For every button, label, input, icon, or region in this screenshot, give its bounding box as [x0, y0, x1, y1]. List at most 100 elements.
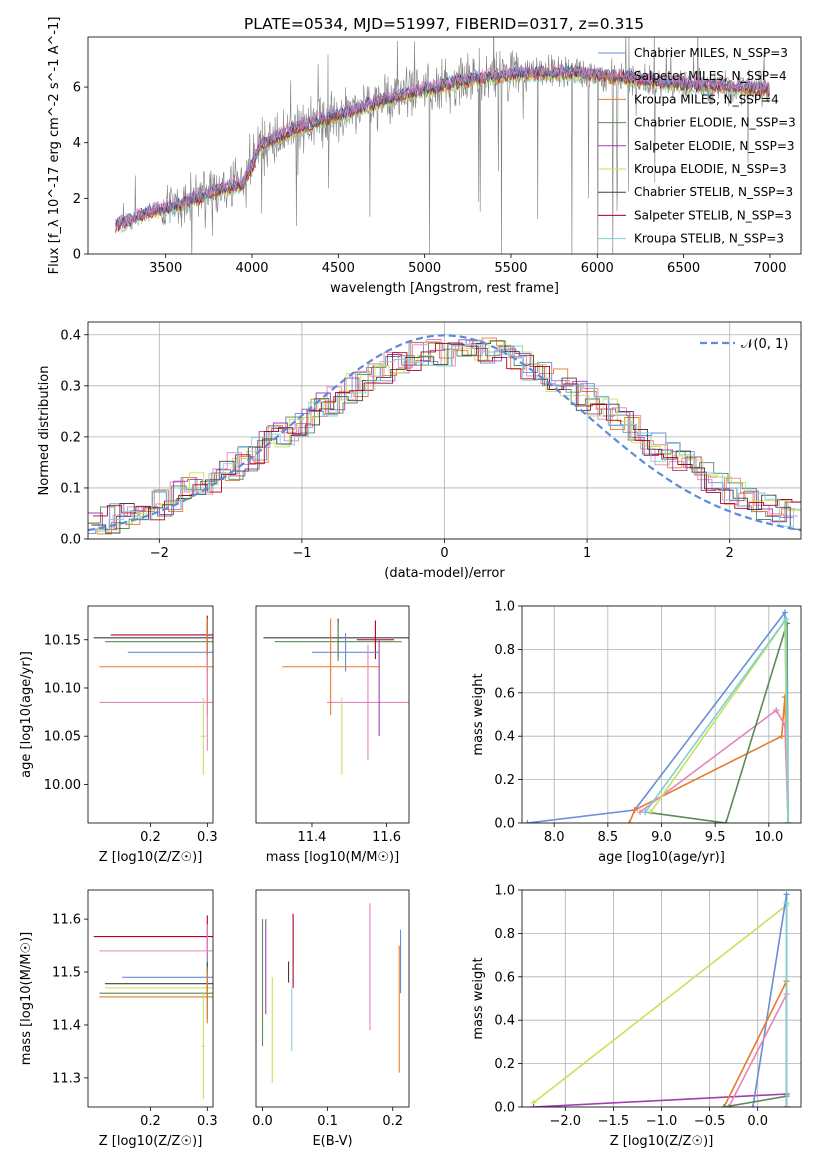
axes-frame — [87, 36, 802, 255]
plot-area — [93, 615, 213, 775]
panel-mass-vs-Z: 0.2 0.3 11.3 11.4 11.5 11.6 Z [log10(Z/Z☉)] mas… — [19, 889, 218, 1149]
y-tick-label: 6 — [73, 81, 81, 96]
x-tick-label: 9.5 — [705, 830, 726, 845]
y-tick-label: 0.6 — [494, 686, 515, 701]
x-tick-label: 8.5 — [598, 830, 619, 845]
weight-marker — [524, 820, 531, 823]
histogram-c7 — [91, 340, 801, 534]
legend-label: Kroupa MILES, N_SSP=4 — [634, 92, 779, 106]
y-tick-label: 0.4 — [494, 730, 515, 745]
y-tick-label: 1.0 — [494, 600, 515, 615]
x-tick-label: −1.5 — [598, 1114, 630, 1129]
panel-spectrum: 3500 4000 4500 5000 5500 6000 6500 7000 0 2 4 6 wave… — [47, 17, 802, 296]
legend-label: Kroupa ELODIE, N_SSP=3 — [634, 162, 787, 176]
y-tick-label: 2 — [73, 192, 81, 207]
legend-label: Salpeter ELODIE, N_SSP=3 — [634, 139, 795, 153]
x-tick-label: 10.0 — [754, 830, 783, 845]
plot-area — [261, 903, 402, 1084]
y-tick-label: 0.4 — [60, 328, 81, 343]
weight-marker — [721, 1104, 728, 1107]
plot-area — [115, 37, 771, 254]
y-tick-label: 0 — [73, 248, 81, 263]
y-tick-label: 0.0 — [494, 817, 515, 832]
x-tick-label: −1.0 — [646, 1114, 678, 1129]
plot-area — [88, 334, 801, 535]
weight-marker — [637, 809, 644, 816]
y-axis-label: Normed distribution — [37, 366, 52, 496]
y-tick-label: 11.6 — [52, 913, 81, 928]
y-axis-label: mass [log10(M/M☉)] — [19, 932, 34, 1065]
axes-frame — [87, 889, 214, 1108]
x-axis-label: wavelength [Angstrom, rest frame] — [330, 281, 559, 296]
legend-label: Chabrier MILES, N_SSP=3 — [634, 46, 788, 60]
x-tick-label: 3500 — [149, 261, 182, 276]
weight-marker — [773, 707, 780, 714]
panel-age-vs-mass: 11.4 11.6 mass [log10(M/M☉)] — [255, 605, 410, 865]
plot-area — [524, 609, 792, 823]
axes-frame — [87, 321, 802, 540]
histogram-c6 — [89, 339, 801, 531]
x-tick-label: 1 — [583, 546, 591, 561]
plot-area — [93, 915, 213, 1100]
plot-area — [263, 618, 409, 775]
x-axis-label: mass [log10(M/M☉)] — [266, 850, 399, 865]
x-axis-label: Z [log10(Z/Z☉)] — [99, 850, 203, 865]
axes-frame — [255, 605, 410, 824]
x-axis-label: age [log10(age/yr)] — [598, 850, 725, 865]
y-tick-label: 0.0 — [60, 533, 81, 548]
y-tick-label: 0.4 — [494, 1014, 515, 1029]
y-tick-label: 11.4 — [52, 1018, 81, 1033]
legend-label: Chabrier STELIB, N_SSP=3 — [634, 185, 793, 199]
x-tick-label: 8.0 — [544, 830, 565, 845]
y-axis-label: Flux [f_λ 10^-17 erg cm^-2 s^-1 A^-1] — [47, 17, 62, 275]
legend: Chabrier MILES, N_SSP=3 Salpeter MILES, N… — [598, 46, 796, 246]
axes-frame — [521, 605, 802, 824]
x-tick-label: 0.0 — [252, 1114, 273, 1129]
y-tick-label: 0.2 — [60, 430, 81, 445]
weight-marker — [785, 820, 792, 823]
y-tick-label: 0.6 — [494, 970, 515, 985]
panel-residuals: −2 −1 0 1 2 0.0 0.1 0.2 0.3 0.4 (data-model)/error… — [37, 321, 802, 581]
y-tick-label: 10.00 — [44, 778, 81, 793]
plot-area — [530, 891, 790, 1107]
histogram-c2 — [88, 337, 796, 535]
y-tick-label: 11.3 — [52, 1071, 81, 1086]
weight-marker — [725, 1104, 732, 1107]
x-tick-label: 2 — [726, 546, 734, 561]
weight-marker — [530, 1104, 537, 1107]
weight-marker — [778, 733, 785, 740]
x-tick-label: 4500 — [322, 261, 355, 276]
model-spectrum-c3 — [115, 64, 770, 229]
weight-marker — [782, 616, 789, 623]
x-tick-label: 0.2 — [140, 830, 161, 845]
y-tick-label: 10.05 — [44, 730, 81, 745]
x-tick-label: −0.5 — [694, 1114, 726, 1129]
panel-mass-vs-EBV: 0.0 0.1 0.2 E(B-V) — [252, 889, 410, 1149]
x-tick-label: −2.0 — [550, 1114, 582, 1129]
histogram-c3 — [88, 339, 798, 531]
x-tick-label: 0 — [440, 546, 448, 561]
axes-frame — [255, 889, 410, 1108]
panel-massweight-vs-Z: −2.0 −1.5 −1.0 −0.5 0.0 0.0 0.2 0.4 0.6 0.8 1.0 Z [… — [471, 884, 802, 1149]
x-tick-label: 11.6 — [372, 830, 401, 845]
x-tick-label: 0.1 — [317, 1114, 338, 1129]
histogram-c9 — [94, 344, 801, 532]
y-axis-label: mass weight — [471, 957, 486, 1039]
panel-massweight-vs-age: 8.0 8.5 9.0 9.5 10.0 0.0 0.2 0.4 0.6 0.8 1.0 age [l… — [471, 600, 802, 865]
y-axis-label: age [log10(age/yr)] — [19, 651, 34, 778]
weight-line-c6 — [533, 903, 788, 1107]
x-axis-label: Z [log10(Z/Z☉)] — [99, 1134, 203, 1149]
y-tick-label: 0.2 — [494, 1057, 515, 1072]
weight-marker — [749, 1104, 756, 1107]
x-tick-label: 7000 — [753, 261, 786, 276]
weight-marker — [781, 609, 788, 616]
x-tick-label: 5000 — [408, 261, 441, 276]
weight-marker — [631, 806, 638, 813]
weight-marker — [642, 809, 649, 816]
y-tick-label: 0.2 — [494, 773, 515, 788]
y-tick-label: 0.8 — [494, 643, 515, 658]
axes-frame — [87, 605, 214, 824]
gaussian-curve — [88, 334, 801, 532]
y-tick-label: 4 — [73, 136, 81, 151]
